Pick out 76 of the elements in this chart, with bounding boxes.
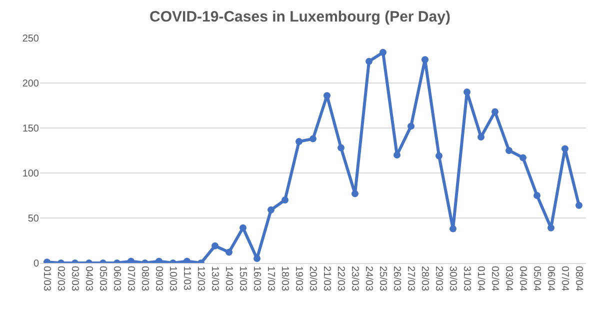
x-tick-label: 07/03 [124,266,136,292]
x-tick-label: 16/03 [250,266,262,292]
x-tick-label: 03/03 [68,266,80,292]
x-tick-label: 20/03 [306,266,318,292]
x-tick-label: 01/03 [40,266,52,292]
point [366,58,372,65]
point [352,190,358,198]
x-tick-label: 07/04 [558,266,570,292]
x-tick-label: 08/03 [138,266,150,292]
x-tick-label: 08/04 [572,266,584,292]
x-tick-label: 28/03 [418,266,430,292]
point [184,258,190,263]
x-tick-label: 04/03 [82,266,94,292]
y-tick-label: 100 [22,168,40,180]
x-tick-label: 11/03 [180,266,192,291]
point [576,202,582,209]
point [268,206,274,214]
x-tick-label: 15/03 [236,266,248,292]
point [212,242,218,250]
point [282,196,288,204]
point [408,122,414,130]
x-tick-label: 25/03 [376,266,388,292]
x-tick-label: 03/04 [502,266,514,292]
point [128,258,134,263]
point [478,134,484,140]
x-tick-label: 06/04 [544,266,556,292]
y-tick-label: 200 [22,78,40,90]
x-tick-label: 24/03 [362,266,374,292]
x-tick-label: 19/03 [292,266,304,292]
chart-title: COVID-19-Cases in Luxembourg (Per Day) [150,8,450,26]
point [506,147,512,154]
point [394,152,400,158]
x-tick-label: 27/03 [404,266,416,292]
point [380,48,386,56]
point [422,56,428,64]
x-tick-label: 12/03 [194,266,206,292]
x-tick-label: 02/04 [488,266,500,292]
x-tick-label: 13/03 [208,266,220,292]
point [492,108,498,116]
x-tick-label: 17/03 [264,266,276,292]
x-tick-label: 06/03 [110,266,122,292]
y-tick-label: 0 [33,258,40,270]
point [520,154,526,162]
point [562,145,568,152]
y-tick-label: 150 [22,124,40,134]
x-tick-label: 04/04 [516,266,528,292]
point [464,88,470,96]
point [240,224,246,232]
x-tick-label: 21/03 [320,266,332,292]
x-tick-label: 10/03 [166,266,178,292]
point [436,152,442,160]
x-tick-label: 31/03 [460,266,472,292]
x-tick-label: 14/03 [222,266,234,292]
x-tick-label: 23/03 [348,266,360,292]
x-tick-label: 29/03 [432,266,444,292]
point [338,144,344,152]
x-tick-label: 02/03 [54,266,66,292]
point [324,92,330,100]
x-tick-label: 05/03 [96,266,108,292]
x-tick-label: 05/04 [530,266,542,292]
x-tick-label: 18/03 [278,266,290,292]
x-tick-label: 01/04 [474,266,486,292]
point [310,135,316,142]
point [254,255,260,262]
x-tick-label: 22/03 [334,266,346,292]
x-tick-label: 26/03 [390,266,402,292]
point [534,192,540,199]
y-tick-label: 50 [28,214,40,224]
point [548,224,554,232]
y-tick-label: 250 [22,34,40,44]
point [226,248,232,256]
x-tick-label: 30/03 [446,266,458,292]
x-tick-label: 09/03 [152,266,164,292]
point [450,225,456,232]
point [296,138,302,145]
point [156,258,162,263]
